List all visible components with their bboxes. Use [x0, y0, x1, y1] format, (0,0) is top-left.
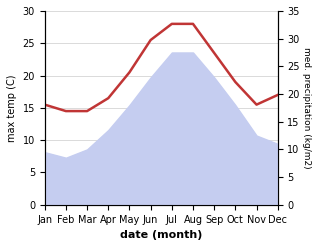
Y-axis label: med. precipitation (kg/m2): med. precipitation (kg/m2)	[302, 47, 311, 169]
Y-axis label: max temp (C): max temp (C)	[7, 74, 17, 142]
X-axis label: date (month): date (month)	[120, 230, 203, 240]
